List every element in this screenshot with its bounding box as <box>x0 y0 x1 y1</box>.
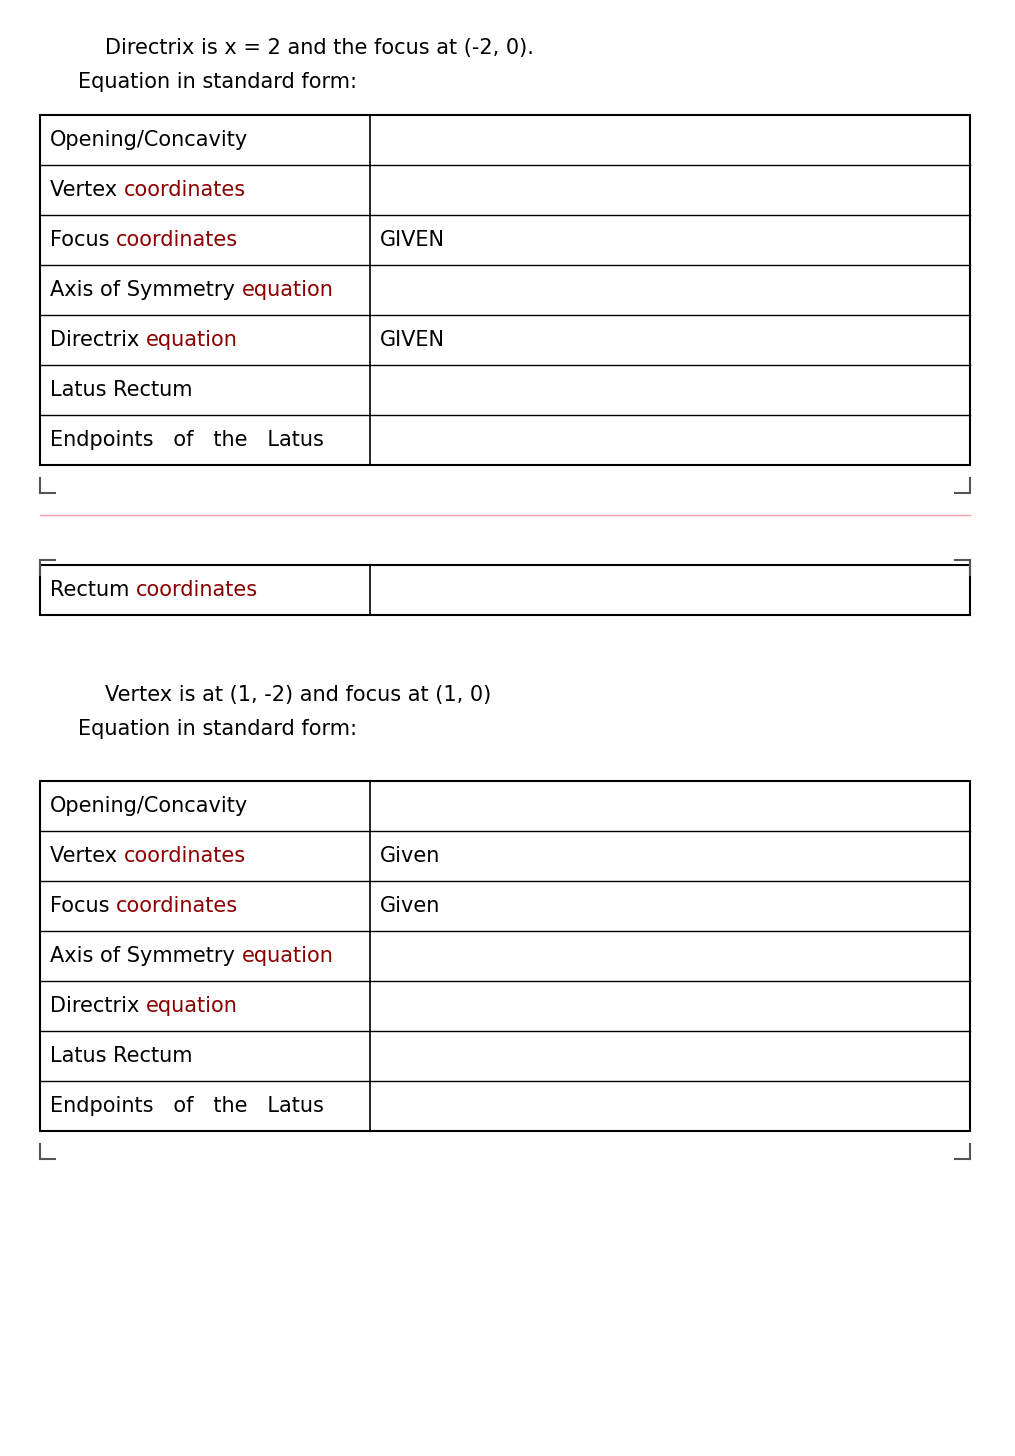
Text: Endpoints   of   the   Latus: Endpoints of the Latus <box>50 1096 324 1115</box>
Text: Given: Given <box>381 846 441 866</box>
Text: Focus: Focus <box>50 895 116 916</box>
Text: GIVEN: GIVEN <box>381 230 446 250</box>
Text: equation: equation <box>146 996 238 1016</box>
Text: equation: equation <box>242 946 333 965</box>
Text: Equation in standard form:: Equation in standard form: <box>78 719 357 740</box>
Text: Directrix is x = 2 and the focus at (-2, 0).: Directrix is x = 2 and the focus at (-2,… <box>105 38 534 58</box>
Text: coordinates: coordinates <box>116 895 239 916</box>
Text: Focus: Focus <box>50 230 116 250</box>
Text: coordinates: coordinates <box>116 230 239 250</box>
Text: Directrix: Directrix <box>50 996 146 1016</box>
Text: Opening/Concavity: Opening/Concavity <box>50 796 249 815</box>
Text: Axis of Symmetry: Axis of Symmetry <box>50 280 242 300</box>
Text: equation: equation <box>242 280 333 300</box>
Bar <box>40 780 970 1131</box>
Text: Latus Rectum: Latus Rectum <box>50 1045 193 1066</box>
Text: Directrix: Directrix <box>50 331 146 349</box>
Text: Vertex: Vertex <box>50 846 124 866</box>
Text: Vertex: Vertex <box>50 181 124 199</box>
Text: Endpoints   of   the   Latus: Endpoints of the Latus <box>50 430 324 450</box>
Text: coordinates: coordinates <box>124 846 246 866</box>
Bar <box>40 565 970 614</box>
Text: Latus Rectum: Latus Rectum <box>50 380 193 400</box>
Text: Given: Given <box>381 895 441 916</box>
Text: GIVEN: GIVEN <box>381 331 446 349</box>
Text: Equation in standard form:: Equation in standard form: <box>78 71 357 92</box>
Text: Opening/Concavity: Opening/Concavity <box>50 130 249 150</box>
Text: coordinates: coordinates <box>136 579 258 600</box>
Text: Axis of Symmetry: Axis of Symmetry <box>50 946 242 965</box>
Text: Vertex is at (1, -2) and focus at (1, 0): Vertex is at (1, -2) and focus at (1, 0) <box>105 684 491 705</box>
Text: Rectum: Rectum <box>50 579 136 600</box>
Text: equation: equation <box>146 331 238 349</box>
Text: coordinates: coordinates <box>124 181 246 199</box>
Bar <box>40 115 970 464</box>
